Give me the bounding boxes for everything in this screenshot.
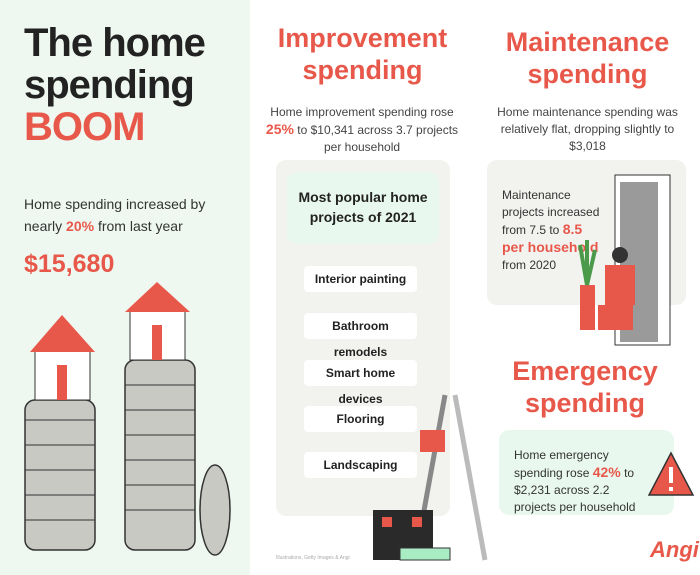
- maintenance-title: Maintenance spending: [505, 27, 670, 89]
- project-item: Interior painting: [304, 266, 417, 292]
- project-item: Flooring: [304, 406, 417, 432]
- spending-increase-text: Home spending increased by nearly 20% fr…: [24, 196, 206, 234]
- project-item: Bathroom remodels: [304, 313, 417, 359]
- maintenance-card-text: Maintenance projects increased from 7.5 …: [502, 188, 600, 272]
- emergency-card: [499, 430, 674, 515]
- project-item: Landscaping: [304, 452, 417, 478]
- project-item: Smart home devices: [304, 360, 417, 406]
- maintenance-desc: Home maintenance spending was relatively…: [497, 105, 678, 153]
- improvement-title: Improvement spending: [277, 23, 448, 85]
- houses-coins-illustration: [24, 282, 231, 556]
- repair-person-illustration: [578, 174, 671, 346]
- emergency-desc: Home emergency spending rose 42% to $2,2…: [514, 448, 636, 514]
- page-title: The home spending BOOM: [24, 21, 206, 149]
- warning-icon: [647, 451, 695, 496]
- popular-projects-title: Most popular home projects of 2021: [287, 172, 439, 244]
- total-spending: $15,680: [24, 250, 115, 278]
- improvement-desc: Home improvement spending rose 25% to $1…: [265, 105, 459, 154]
- emergency-title: Emergency spending: [512, 356, 658, 418]
- angi-logo: Angi: [650, 537, 699, 562]
- ladder-toolbox-illustration: [373, 394, 488, 561]
- image-credit: Illustrations, Getty Images & Angi: [276, 555, 350, 561]
